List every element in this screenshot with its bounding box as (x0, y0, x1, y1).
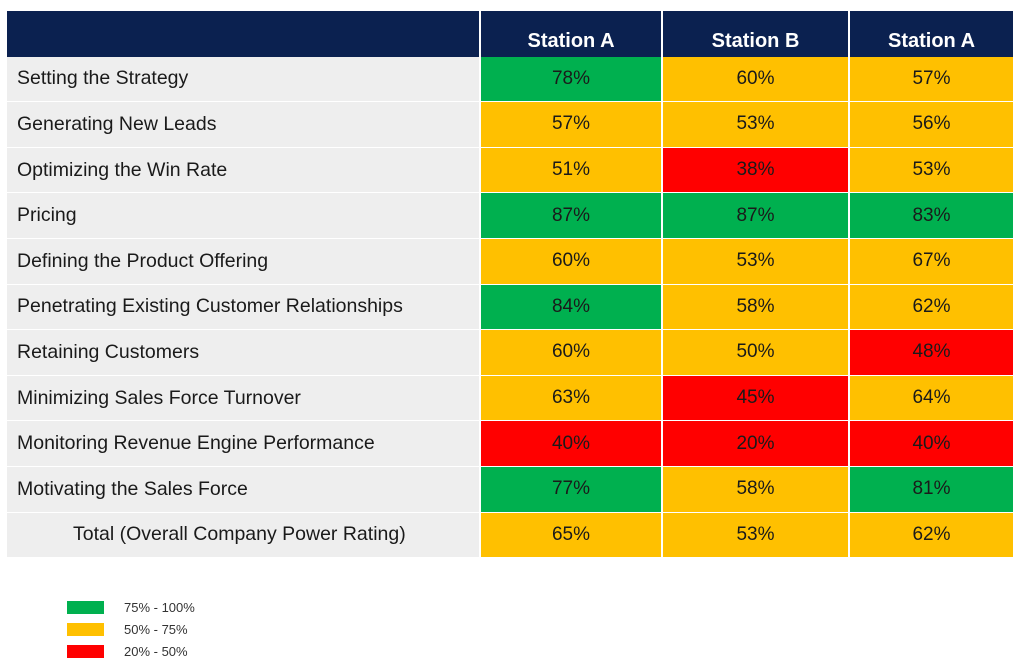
value-cell: 53% (661, 238, 848, 285)
value-cell: 38% (661, 147, 848, 194)
value-cell: 48% (848, 330, 1013, 376)
value-cell: 78% (479, 56, 661, 103)
row-label: Motivating the Sales Force (7, 466, 479, 513)
row-label: Generating New Leads (7, 102, 479, 148)
row-label: Setting the Strategy (7, 56, 479, 103)
performance-table: Station A Station B Station A Setting th… (7, 11, 1013, 559)
value-cell: 51% (479, 147, 661, 194)
value-cell: 77% (479, 466, 661, 513)
value-cell: 60% (479, 238, 661, 285)
value-cell: 83% (848, 193, 1013, 239)
value-cell: 40% (848, 421, 1013, 467)
legend-item: 50% - 75% (67, 618, 195, 640)
value-cell: 67% (848, 238, 1013, 285)
value-cell: 60% (661, 56, 848, 103)
legend: 75% - 100% 50% - 75% 20% - 50% (67, 596, 195, 662)
value-cell: 84% (479, 284, 661, 331)
row-label: Defining the Product Offering (7, 238, 479, 285)
value-cell: 50% (661, 330, 848, 376)
legend-swatch (67, 600, 104, 614)
row-label: Penetrating Existing Customer Relationsh… (7, 284, 479, 331)
row-label: Optimizing the Win Rate (7, 147, 479, 194)
value-cell: 81% (848, 466, 1013, 513)
value-cell: 60% (479, 330, 661, 376)
value-cell: 58% (661, 466, 848, 513)
legend-item: 75% - 100% (67, 596, 195, 618)
value-cell: 53% (661, 102, 848, 148)
value-cell: 57% (479, 102, 661, 148)
legend-swatch (67, 644, 104, 658)
value-cell: 63% (479, 375, 661, 422)
value-cell: 45% (661, 375, 848, 422)
value-cell: 62% (848, 512, 1013, 559)
value-cell: 64% (848, 375, 1013, 422)
legend-item: 20% - 50% (67, 640, 195, 662)
row-label: Monitoring Revenue Engine Performance (7, 421, 479, 467)
total-row-label: Total (Overall Company Power Rating) (7, 512, 479, 559)
value-cell: 40% (479, 421, 661, 467)
value-cell: 62% (848, 284, 1013, 331)
legend-label: 20% - 50% (124, 643, 188, 659)
legend-swatch (67, 622, 104, 636)
value-cell: 58% (661, 284, 848, 331)
value-cell: 65% (479, 512, 661, 559)
value-cell: 87% (479, 193, 661, 239)
legend-label: 75% - 100% (124, 599, 195, 615)
value-cell: 56% (848, 102, 1013, 148)
value-cell: 57% (848, 56, 1013, 103)
row-label: Pricing (7, 193, 479, 239)
row-label: Minimizing Sales Force Turnover (7, 375, 479, 422)
value-cell: 87% (661, 193, 848, 239)
legend-label: 50% - 75% (124, 621, 188, 637)
value-cell: 20% (661, 421, 848, 467)
value-cell: 53% (661, 512, 848, 559)
row-label: Retaining Customers (7, 330, 479, 376)
value-cell: 53% (848, 147, 1013, 194)
